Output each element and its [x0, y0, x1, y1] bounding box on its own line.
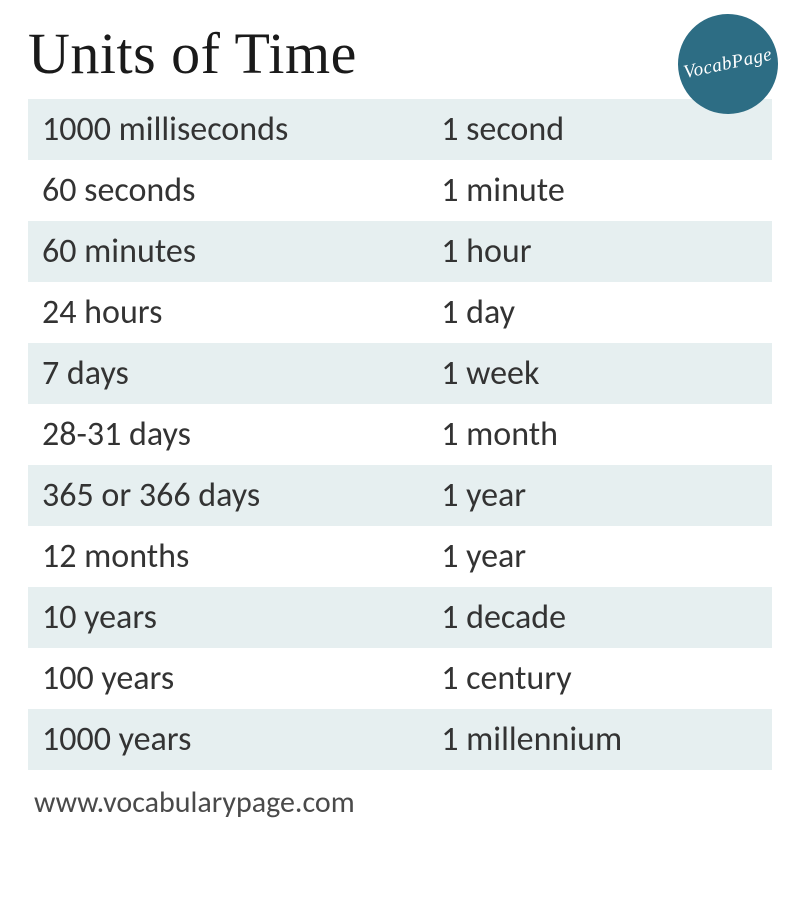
unit-equivalent: 1 week [437, 353, 772, 394]
unit-equivalent: 1 second [437, 109, 772, 150]
table-row: 100 years1 century [28, 648, 772, 709]
unit-equivalent: 1 minute [437, 170, 772, 211]
table-row: 1000 milliseconds1 second [28, 99, 772, 160]
table-row: 60 minutes1 hour [28, 221, 772, 282]
unit-equivalent: 1 month [437, 414, 772, 455]
unit-amount: 1000 milliseconds [28, 109, 437, 150]
unit-amount: 24 hours [28, 292, 437, 333]
table-row: 24 hours1 day [28, 282, 772, 343]
table-row: 12 months1 year [28, 526, 772, 587]
unit-amount: 60 seconds [28, 170, 437, 211]
unit-amount: 365 or 366 days [28, 475, 437, 516]
unit-equivalent: 1 decade [437, 597, 772, 638]
unit-amount: 1000 years [28, 719, 437, 760]
unit-amount: 60 minutes [28, 231, 437, 272]
page-container: Units of Time VocabPage 1000 millisecond… [0, 0, 800, 821]
unit-amount: 7 days [28, 353, 437, 394]
unit-equivalent: 1 century [437, 658, 772, 699]
unit-amount: 12 months [28, 536, 437, 577]
unit-amount: 28-31 days [28, 414, 437, 455]
header: Units of Time VocabPage [28, 20, 772, 87]
units-table: 1000 milliseconds1 second60 seconds1 min… [28, 99, 772, 770]
table-row: 7 days1 week [28, 343, 772, 404]
unit-equivalent: 1 millennium [437, 719, 772, 760]
unit-amount: 100 years [28, 658, 437, 699]
page-title: Units of Time [28, 20, 772, 87]
footer-url: www.vocabularypage.com [28, 784, 772, 821]
unit-equivalent: 1 day [437, 292, 772, 333]
unit-equivalent: 1 hour [437, 231, 772, 272]
table-row: 10 years1 decade [28, 587, 772, 648]
logo-text: VocabPage [682, 44, 775, 84]
unit-equivalent: 1 year [437, 475, 772, 516]
table-row: 1000 years1 millennium [28, 709, 772, 770]
table-row: 60 seconds1 minute [28, 160, 772, 221]
table-row: 28-31 days1 month [28, 404, 772, 465]
unit-equivalent: 1 year [437, 536, 772, 577]
unit-amount: 10 years [28, 597, 437, 638]
table-row: 365 or 366 days1 year [28, 465, 772, 526]
